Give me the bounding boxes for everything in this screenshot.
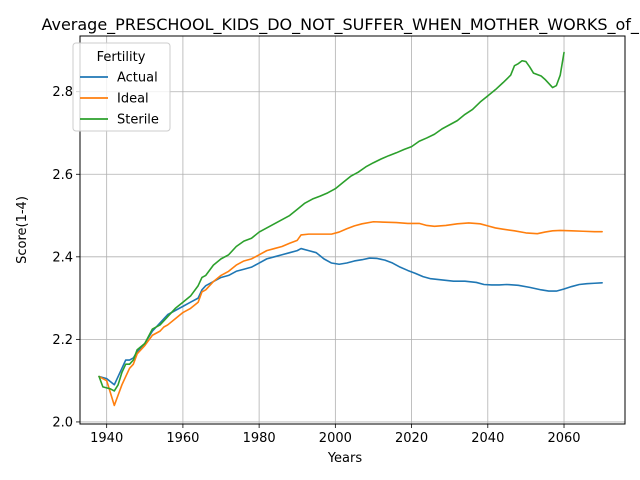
plot-frame	[79, 35, 626, 425]
series-line-actual	[98, 247, 603, 386]
y-axis-ticks: 2.0 2.2 2.4 2.6 2.8	[52, 85, 80, 430]
chart-title: Average_PRESCHOOL_KIDS_DO_NOT_SUFFER_WHE…	[41, 15, 640, 35]
legend-title: Fertility	[97, 50, 146, 65]
x-tick-label: 2000	[319, 431, 352, 446]
y-tick-label: 2.2	[52, 333, 73, 348]
y-tick-label: 2.4	[52, 250, 73, 265]
series-lines	[98, 51, 603, 407]
legend-box	[72, 42, 171, 132]
x-tick-label: 1940	[90, 431, 123, 446]
x-tick-label: 2040	[471, 431, 504, 446]
y-tick-label: 2.8	[52, 85, 73, 100]
legend: Fertility Actual Ideal Sterile	[72, 42, 171, 132]
legend-label-sterile: Sterile	[117, 113, 159, 128]
x-tick-label: 1980	[243, 431, 276, 446]
y-tick-label: 2.0	[52, 415, 73, 430]
legend-entries: Actual Ideal Sterile	[80, 71, 159, 128]
y-tick-label: 2.6	[52, 168, 73, 183]
x-axis-ticks: 1940 1960 1980 2000 2020 2040 2060	[90, 424, 581, 446]
x-tick-label: 2020	[395, 431, 428, 446]
x-tick-label: 2060	[547, 431, 580, 446]
y-axis-label: Score(1-4)	[15, 196, 30, 264]
series-line-sterile	[98, 51, 565, 392]
grid-lines	[80, 36, 625, 424]
legend-label-actual: Actual	[117, 71, 158, 86]
x-axis-label: Years	[327, 451, 363, 466]
x-tick-label: 1960	[166, 431, 199, 446]
legend-label-ideal: Ideal	[117, 92, 149, 107]
series-line-ideal	[98, 220, 603, 407]
